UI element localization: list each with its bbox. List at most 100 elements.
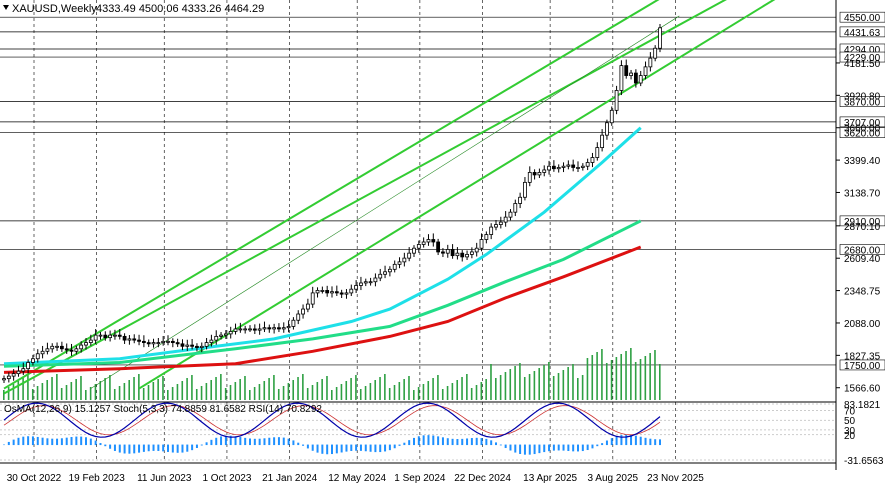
volume-bar <box>374 380 377 400</box>
osma-bar <box>46 438 49 446</box>
volume-bar <box>249 390 251 400</box>
moving-average-red <box>3 245 642 374</box>
osma-bar <box>451 438 454 446</box>
osma-bar <box>258 438 261 446</box>
volume-bar <box>364 386 367 400</box>
volume-bar <box>302 374 304 400</box>
volume-bar <box>475 385 478 400</box>
channel-line <box>3 0 727 395</box>
volume-bar <box>591 355 594 400</box>
volume-bar <box>345 381 348 400</box>
time-tick-label: 1 Sep 2024 <box>394 473 446 484</box>
candle-body <box>166 340 170 343</box>
candle-body <box>252 328 257 331</box>
osma-bar <box>586 444 589 451</box>
candle-body <box>508 211 513 218</box>
candle-body <box>141 340 146 343</box>
candle-body <box>286 326 291 329</box>
candle-body <box>127 338 132 341</box>
osma-bar <box>562 444 565 451</box>
osma-bar <box>229 435 232 446</box>
osma-bar <box>316 444 319 453</box>
volume-bar <box>224 388 227 400</box>
osma-bar <box>596 444 599 447</box>
volume-bar <box>12 384 15 400</box>
volume-bar <box>157 379 159 400</box>
volume-bar <box>171 387 174 400</box>
osma-bar <box>181 444 184 453</box>
candle-body <box>55 345 59 348</box>
osma-bar <box>523 444 526 455</box>
volume-bar <box>220 374 222 400</box>
candle-body <box>26 362 31 370</box>
volume-bar <box>654 350 656 400</box>
indicator-tick-label: 30 <box>844 426 856 437</box>
time-tick-label: 30 Oct 2022 <box>7 473 62 484</box>
candle-body <box>50 345 55 350</box>
volume-bar <box>572 364 574 400</box>
volume-bar <box>601 349 603 400</box>
volume-bar <box>268 378 270 400</box>
candle-body <box>190 344 195 347</box>
osma-bar <box>610 438 613 446</box>
candle-body <box>349 288 354 294</box>
osma-bar <box>432 435 435 446</box>
osma-bar <box>3 444 5 446</box>
osma-bar <box>200 444 203 446</box>
volume-bar <box>379 377 381 400</box>
volume-bar <box>432 378 434 400</box>
osma-bar <box>249 438 251 446</box>
volume-bar <box>176 384 179 400</box>
osma-bar <box>548 444 551 452</box>
osma-bar <box>437 436 440 446</box>
candle-body <box>21 368 26 372</box>
osma-bar <box>282 437 285 446</box>
candle-body <box>518 196 523 204</box>
candle-body <box>59 345 64 350</box>
osma-bar <box>239 437 242 446</box>
candle-body <box>214 335 219 341</box>
level-label: 4431.63 <box>844 28 881 39</box>
osma-bar <box>591 444 594 449</box>
osma-bar <box>495 442 497 446</box>
volume-bar <box>253 387 256 400</box>
osma-bar <box>413 437 415 446</box>
osma-bar <box>466 438 469 446</box>
indicator-tick-label: -31.6563 <box>844 456 884 467</box>
candle-body <box>310 292 315 305</box>
candle-body <box>407 252 412 259</box>
candle-body <box>580 165 585 168</box>
osma-bar <box>7 441 10 446</box>
osma-bar <box>171 444 174 453</box>
volume-bar <box>60 388 63 400</box>
osma-bar <box>567 444 570 452</box>
candle-body <box>69 349 74 352</box>
osma-bar <box>210 439 213 446</box>
osma-bar <box>340 444 343 453</box>
level-label-box <box>839 116 885 128</box>
osma-bar <box>191 444 194 451</box>
time-tick-label: 11 Jun 2023 <box>137 473 192 484</box>
osma-bar <box>649 438 652 446</box>
volume-bar <box>316 382 319 400</box>
osma-bar <box>485 438 488 446</box>
volume-bar <box>99 381 102 400</box>
candle-body <box>359 282 363 286</box>
candle-body <box>204 342 209 347</box>
price-tick-label: 3399.40 <box>844 156 881 167</box>
price-candles <box>2 23 662 383</box>
candle-body <box>98 334 103 337</box>
osma-bar <box>70 437 73 446</box>
volume-bar <box>297 377 299 400</box>
candle-body <box>146 342 151 345</box>
volume-bar <box>306 388 309 400</box>
candle-body <box>320 290 325 292</box>
osma-bar <box>417 436 420 446</box>
osma-bar <box>244 437 247 446</box>
volume-bar <box>292 380 295 400</box>
candle-body <box>633 72 638 84</box>
level-label: 2910.00 <box>844 217 881 228</box>
chart-menu-triangle-icon[interactable] <box>3 5 9 10</box>
